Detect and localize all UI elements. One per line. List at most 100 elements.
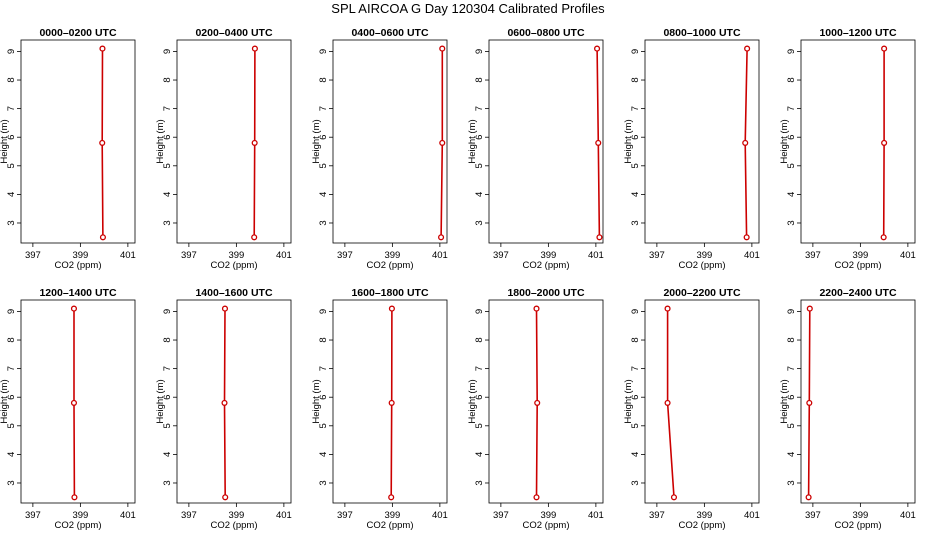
profile-point bbox=[881, 235, 886, 240]
y-tick-label: 3 bbox=[318, 480, 329, 485]
profile-point bbox=[252, 141, 257, 146]
x-tick-label: 397 bbox=[805, 250, 821, 261]
y-tick-label: 7 bbox=[474, 106, 485, 111]
plot-frame bbox=[489, 300, 603, 503]
x-axis-label: CO2 (ppm) bbox=[211, 260, 258, 271]
y-tick-label: 8 bbox=[6, 337, 17, 342]
y-tick-label: 9 bbox=[318, 49, 329, 54]
profile-point bbox=[223, 306, 228, 311]
y-tick-label: 4 bbox=[162, 452, 173, 457]
y-axis-label: Height (m) bbox=[0, 119, 10, 163]
x-axis-label: CO2 (ppm) bbox=[211, 520, 258, 531]
profile-point bbox=[100, 141, 105, 146]
panel-title: 1400–1600 UTC bbox=[195, 287, 272, 299]
x-axis-label: CO2 (ppm) bbox=[523, 520, 570, 531]
y-axis-label: Height (m) bbox=[623, 119, 634, 163]
panel-title: 1200–1400 UTC bbox=[39, 287, 116, 299]
y-tick-label: 8 bbox=[474, 337, 485, 342]
y-axis-label: Height (m) bbox=[779, 379, 790, 423]
x-tick-label: 397 bbox=[25, 510, 41, 521]
panel-title: 1600–1800 UTC bbox=[351, 287, 428, 299]
y-tick-label: 9 bbox=[6, 309, 17, 314]
y-tick-label: 8 bbox=[630, 337, 641, 342]
profile-point bbox=[389, 401, 394, 406]
y-tick-label: 7 bbox=[630, 106, 641, 111]
profile-point bbox=[595, 46, 600, 51]
y-tick-label: 9 bbox=[162, 309, 173, 314]
x-tick-label: 397 bbox=[493, 510, 509, 521]
x-tick-label: 401 bbox=[432, 510, 448, 521]
y-axis-label: Height (m) bbox=[467, 379, 478, 423]
profile-point bbox=[807, 306, 812, 311]
y-tick-label: 9 bbox=[162, 49, 173, 54]
y-tick-label: 4 bbox=[630, 192, 641, 197]
x-tick-label: 397 bbox=[649, 250, 665, 261]
profile-point bbox=[222, 401, 227, 406]
x-tick-label: 397 bbox=[649, 510, 665, 521]
profile-point bbox=[745, 46, 750, 51]
y-axis-label: Height (m) bbox=[311, 119, 322, 163]
profile-point bbox=[743, 141, 748, 146]
profile-point bbox=[223, 495, 228, 500]
y-tick-label: 3 bbox=[6, 480, 17, 485]
y-tick-label: 7 bbox=[162, 106, 173, 111]
x-tick-label: 401 bbox=[120, 250, 136, 261]
x-tick-label: 401 bbox=[276, 510, 292, 521]
profile-point bbox=[744, 235, 749, 240]
x-tick-label: 397 bbox=[181, 510, 197, 521]
y-tick-label: 7 bbox=[6, 366, 17, 371]
profile-point bbox=[807, 401, 812, 406]
profile-point bbox=[806, 495, 811, 500]
y-tick-label: 8 bbox=[6, 77, 17, 82]
y-tick-label: 9 bbox=[630, 309, 641, 314]
profile-point bbox=[440, 141, 445, 146]
x-tick-label: 401 bbox=[120, 510, 136, 521]
y-tick-label: 4 bbox=[786, 452, 797, 457]
profile-point bbox=[252, 235, 257, 240]
profile-point bbox=[596, 141, 601, 146]
profile-point bbox=[72, 401, 77, 406]
y-tick-label: 4 bbox=[318, 192, 329, 197]
panel-title: 2000–2200 UTC bbox=[663, 287, 740, 299]
x-tick-label: 397 bbox=[805, 510, 821, 521]
y-tick-label: 9 bbox=[474, 309, 485, 314]
y-tick-label: 4 bbox=[474, 452, 485, 457]
y-tick-label: 9 bbox=[786, 49, 797, 54]
y-tick-label: 7 bbox=[474, 366, 485, 371]
y-tick-label: 8 bbox=[162, 337, 173, 342]
plot-frame bbox=[21, 300, 135, 503]
plot-frame bbox=[801, 40, 915, 243]
y-tick-label: 8 bbox=[318, 77, 329, 82]
y-tick-label: 3 bbox=[786, 480, 797, 485]
y-tick-label: 7 bbox=[318, 106, 329, 111]
x-tick-label: 401 bbox=[900, 510, 916, 521]
profile-point bbox=[390, 306, 395, 311]
x-axis-label: CO2 (ppm) bbox=[835, 260, 882, 271]
profile-point bbox=[535, 401, 540, 406]
y-tick-label: 9 bbox=[6, 49, 17, 54]
y-tick-label: 3 bbox=[630, 220, 641, 225]
profile-point bbox=[389, 495, 394, 500]
profile-point bbox=[72, 495, 77, 500]
y-axis-label: Height (m) bbox=[623, 379, 634, 423]
plot-frame bbox=[645, 300, 759, 503]
y-tick-label: 7 bbox=[786, 366, 797, 371]
x-axis-label: CO2 (ppm) bbox=[55, 520, 102, 531]
profile-point bbox=[672, 495, 677, 500]
y-tick-label: 8 bbox=[162, 77, 173, 82]
x-tick-label: 401 bbox=[432, 250, 448, 261]
panel-title: 2200–2400 UTC bbox=[819, 287, 896, 299]
y-tick-label: 7 bbox=[630, 366, 641, 371]
panel-title: 1800–2000 UTC bbox=[507, 287, 584, 299]
y-axis-label: Height (m) bbox=[155, 119, 166, 163]
y-tick-label: 7 bbox=[318, 366, 329, 371]
y-axis-label: Height (m) bbox=[779, 119, 790, 163]
x-tick-label: 401 bbox=[588, 510, 604, 521]
x-axis-label: CO2 (ppm) bbox=[55, 260, 102, 271]
